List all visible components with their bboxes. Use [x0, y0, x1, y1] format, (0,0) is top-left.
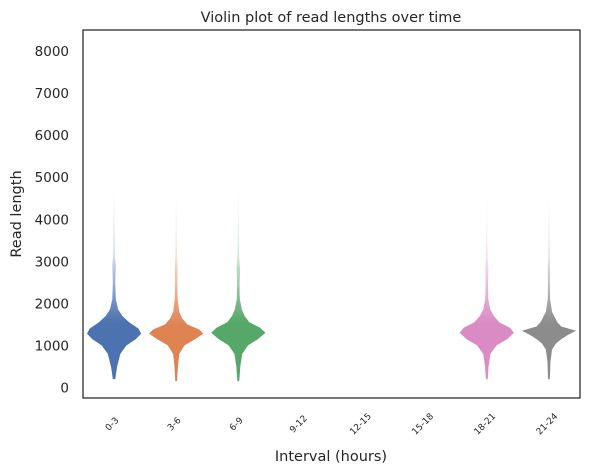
x-axis-label: Interval (hours) — [275, 449, 387, 465]
y-axis-label: Read length — [9, 170, 25, 257]
y-tick-label: 2000 — [35, 296, 69, 312]
chart-title: Violin plot of read lengths over time — [201, 10, 462, 26]
y-tick-label: 1000 — [35, 338, 69, 354]
plot-background — [83, 30, 580, 398]
x-tick-label: 9-12 — [288, 414, 310, 436]
x-tick-label: 21-24 — [535, 412, 561, 438]
y-tick-label: 0 — [60, 380, 69, 396]
violin-0-3 — [86, 189, 142, 380]
y-tick-label: 5000 — [35, 170, 69, 186]
x-tick-label: 6-9 — [228, 416, 246, 434]
y-tick-label: 3000 — [35, 254, 69, 270]
violins-group — [86, 185, 577, 382]
y-tick-label: 6000 — [35, 128, 69, 144]
y-tick-label: 7000 — [35, 86, 69, 102]
y-tick-label: 4000 — [35, 212, 69, 228]
violin-18-21 — [459, 194, 514, 380]
plot-frame — [82, 29, 581, 399]
y-tick-label: 8000 — [35, 44, 69, 60]
violin-3-6 — [149, 194, 204, 382]
x-tick-label: 3-6 — [166, 416, 184, 434]
x-axis-ticks: 0-3 3-6 6-9 9-12 12-15 15-18 18-21 21-24 — [104, 412, 561, 438]
y-axis-ticks: 0 1000 2000 3000 4000 5000 6000 7000 8000 — [35, 44, 69, 396]
x-tick-label: 12-15 — [348, 412, 374, 438]
x-tick-label: 0-3 — [104, 416, 121, 433]
x-tick-label: 15-18 — [410, 412, 436, 438]
violin-21-24 — [521, 194, 577, 380]
x-tick-label: 18-21 — [473, 412, 499, 438]
violin-6-9 — [211, 185, 266, 382]
